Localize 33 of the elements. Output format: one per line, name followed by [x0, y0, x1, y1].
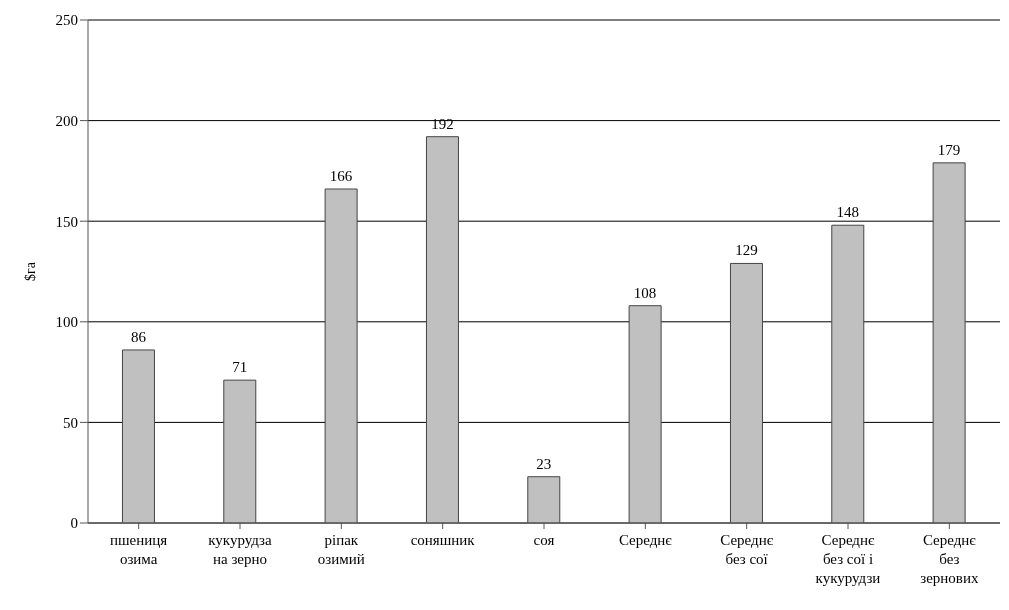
- x-tick-label: Середнє: [618, 532, 673, 548]
- bar: [628, 305, 662, 523]
- y-tick-label: 0: [70, 515, 78, 532]
- bar: [932, 162, 966, 523]
- data-label: 148: [836, 204, 860, 221]
- y-tick-label: 100: [55, 314, 78, 331]
- x-tick-label: Середнє без зернових: [920, 532, 979, 586]
- x-tick-label: Середнє без сої і кукурудзи: [815, 532, 881, 586]
- bar: [223, 379, 257, 523]
- data-label: 129: [735, 242, 758, 259]
- y-tick-label: 250: [55, 12, 78, 29]
- x-tick-label: Середнє без сої: [720, 532, 774, 567]
- x-tick-label: ріпак озимий: [317, 532, 365, 567]
- x-tick-label: соя: [533, 532, 555, 548]
- bar: [425, 136, 459, 523]
- y-tick-label: 150: [55, 213, 78, 230]
- data-label: 166: [329, 168, 353, 185]
- data-label: 179: [937, 141, 961, 158]
- y-tick-label: 200: [55, 112, 78, 129]
- data-label: 86: [130, 328, 147, 345]
- data-label: 108: [633, 284, 657, 301]
- x-tick-label: кукурудза на зерно: [208, 532, 273, 567]
- y-axis-title: $га: [22, 261, 38, 281]
- bar: [121, 349, 155, 523]
- x-tick-label: соняшник: [410, 532, 476, 548]
- bar: [324, 188, 358, 523]
- y-tick-label: 50: [63, 414, 78, 431]
- bar: [527, 476, 561, 523]
- data-label: 71: [232, 359, 248, 376]
- x-tick-label: пшениця озима: [110, 532, 168, 567]
- bar: [729, 262, 763, 523]
- bar: [831, 224, 865, 523]
- data-label: 23: [536, 455, 552, 472]
